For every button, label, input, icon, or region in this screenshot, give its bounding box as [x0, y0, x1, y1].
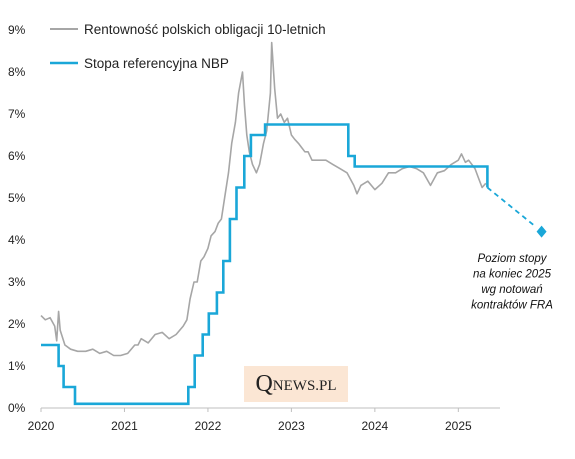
y-tick-label: 9% [8, 23, 26, 37]
x-tick-label: 2025 [445, 419, 472, 433]
annotation-line: wg notowań [481, 284, 542, 296]
series-layer [40, 41, 537, 406]
series-step-reference-rate [41, 123, 489, 406]
x-tick-label: 2020 [28, 419, 55, 433]
projection-dashed-line [486, 186, 537, 228]
x-tick-label: 2023 [278, 419, 305, 433]
y-tick-label: 8% [8, 65, 26, 79]
x-tick-label: 2021 [111, 419, 138, 433]
legend: Rentowność polskich obligacji 10-letnich… [50, 22, 326, 71]
logo-q: Q [255, 371, 273, 397]
logo-rest: NEWS.PL [272, 378, 337, 394]
qnews-logo: Q NEWS.PL [244, 366, 348, 402]
axis-layer: 0% 1% 2% 3% 4% 5% 6% 7% 8% 9% 2020 2021 2022 2023 2024… [8, 23, 500, 433]
legend-label-bond-yield: Rentowność polskich obligacji 10-letnich [84, 22, 326, 37]
legend-label-reference-rate: Stopa referencyjna NBP [84, 56, 229, 71]
series-line-bond-yield [40, 41, 487, 357]
annotation: Poziom stopy na koniec 2025 wg notowań kont… [471, 225, 553, 312]
annotation-line: Poziom stopy [477, 253, 547, 265]
y-tick-label: 1% [8, 359, 26, 373]
y-tick-label: 3% [8, 275, 26, 289]
annotation-line: na koniec 2025 [473, 269, 552, 281]
annotation-line: kontraktów FRA [471, 300, 553, 312]
target-diamond-marker [536, 225, 547, 238]
y-tick-label: 7% [8, 107, 26, 121]
x-tick-label: 2024 [362, 419, 389, 433]
y-tick-label: 5% [8, 191, 26, 205]
y-tick-label: 6% [8, 149, 26, 163]
y-tick-label: 0% [8, 401, 26, 415]
x-tick-label: 2022 [195, 419, 222, 433]
y-tick-label: 2% [8, 317, 26, 331]
y-tick-label: 4% [8, 233, 26, 247]
